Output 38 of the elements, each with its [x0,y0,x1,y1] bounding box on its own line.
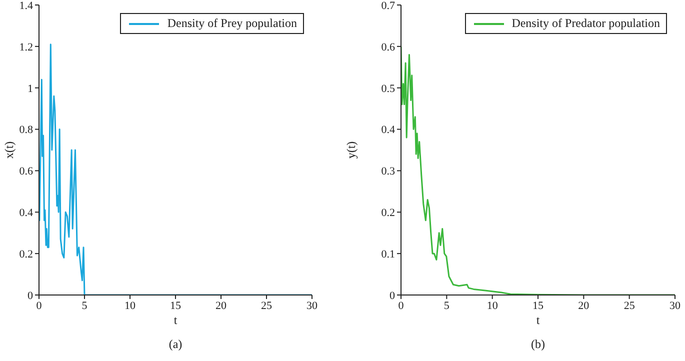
x-tick-label: 5 [82,300,88,312]
x-axis-title: t [536,313,540,327]
x-tick-label: 30 [306,300,318,312]
y-tick-label: 0.8 [19,124,34,136]
y-tick-label: 0.7 [381,0,396,12]
x-tick-label: 25 [624,300,636,312]
y-tick-label: 0.1 [381,248,395,260]
y-axis-title: y(t) [344,141,358,159]
y-tick-label: 0.5 [381,82,396,95]
x-tick-label: 15 [170,300,182,312]
text: (b) [530,337,546,352]
y-axis-title: x(t) [2,141,16,159]
y-tick-label: 0.2 [19,248,33,260]
y-tick-label: 1 [28,82,33,95]
y-tick-label: 0.4 [19,207,34,220]
x-tick-label: 20 [578,300,590,312]
y-tick-label: 0.2 [381,207,395,220]
x-tick-label: 20 [216,300,227,312]
y-tick-label: 0 [28,290,34,302]
y-tick-label: 0.6 [19,166,34,178]
y-tick-label: 0 [390,290,396,302]
y-tick-label: 0.6 [381,41,396,54]
x-tick-label: 15 [532,300,544,312]
y-tick-label: 0.3 [381,166,396,178]
text: (a) [168,337,184,352]
x-tick-label: 10 [486,300,498,312]
x-tick-label: 0 [398,300,404,312]
x-tick-label: 0 [36,300,42,312]
x-tick-label: 30 [670,300,681,312]
y-tick-label: 1.2 [19,41,33,54]
y-tick-label: 0.4 [381,124,396,136]
legend-label: Density of Prey population [167,16,297,31]
x-axis-title: t [174,313,178,327]
x-tick-label: 10 [124,300,136,312]
x-tick-label: 25 [261,300,272,312]
y-tick-label: 1.4 [19,0,34,12]
x-tick-label: 5 [444,300,450,312]
legend-label: Density of Predator population [512,16,660,31]
